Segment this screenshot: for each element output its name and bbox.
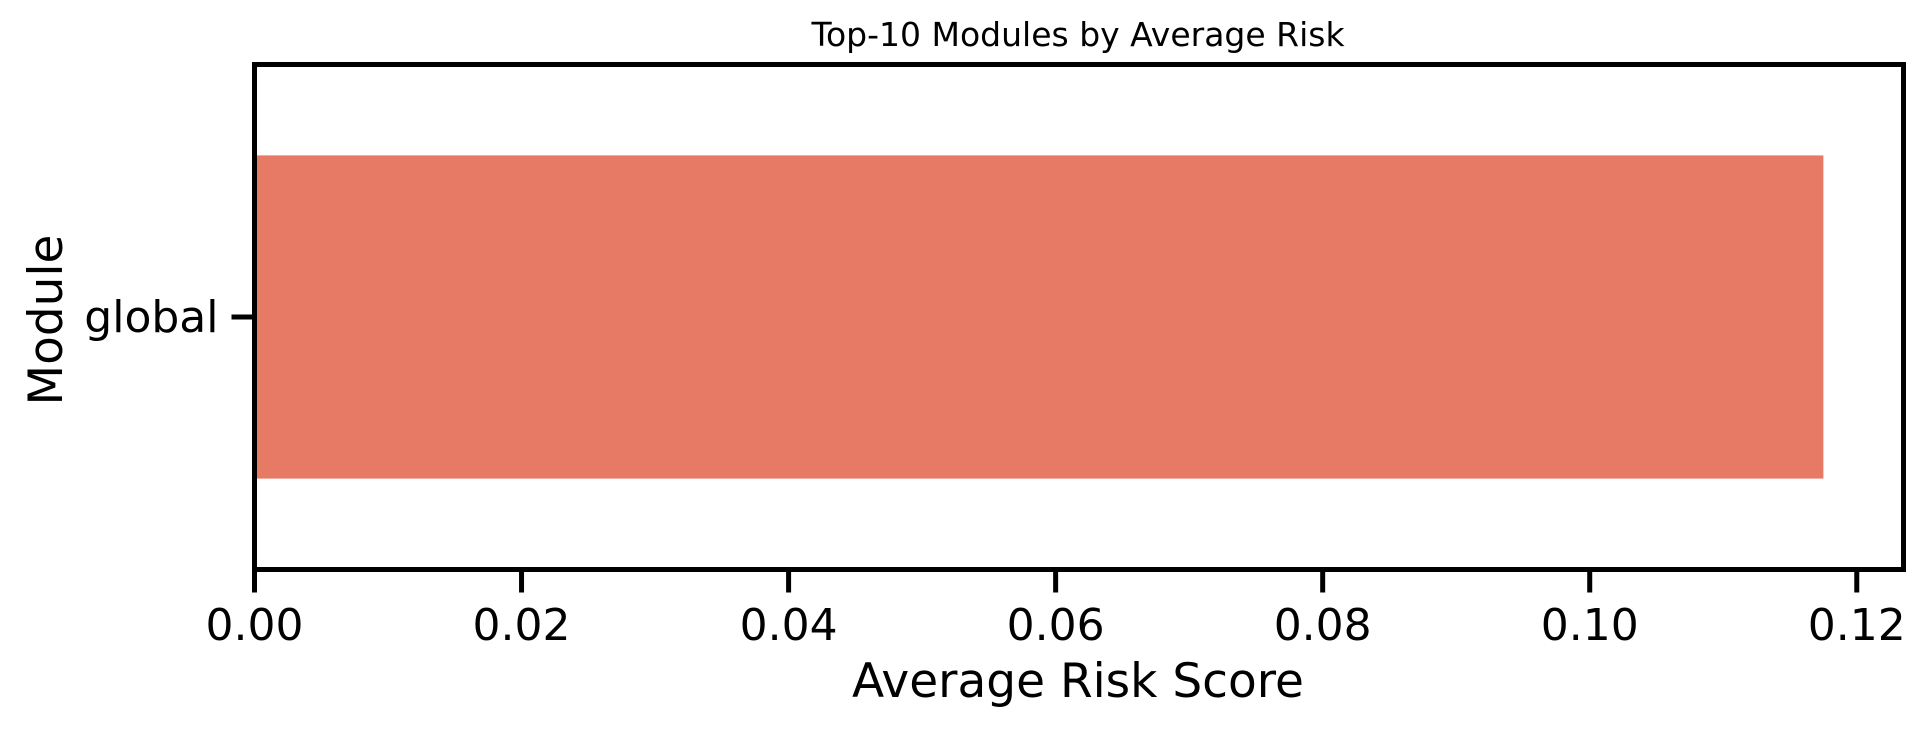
- chart-title: Top-10 Modules by Average Risk: [810, 15, 1345, 54]
- y-axis-label: Module: [19, 235, 74, 406]
- plot-frame: [252, 62, 1906, 572]
- bars: [254, 155, 1824, 479]
- x-axis-ticks: 0.00 0.02 0.04 0.06 0.08 0.10 0.12: [206, 569, 1906, 651]
- x-tick-label: 0.12: [1808, 600, 1906, 651]
- x-axis-label: Average Risk Score: [852, 654, 1304, 709]
- bar-global: [254, 155, 1824, 479]
- x-tick-label: 0.10: [1541, 600, 1639, 651]
- x-tick-label: 0.08: [1274, 600, 1372, 651]
- y-tick-label: global: [84, 292, 218, 343]
- x-tick-label: 0.00: [206, 600, 304, 651]
- x-tick-label: 0.04: [740, 600, 838, 651]
- x-tick-label: 0.06: [1007, 600, 1105, 651]
- y-axis-ticks: global: [84, 292, 255, 343]
- x-tick-label: 0.02: [473, 600, 571, 651]
